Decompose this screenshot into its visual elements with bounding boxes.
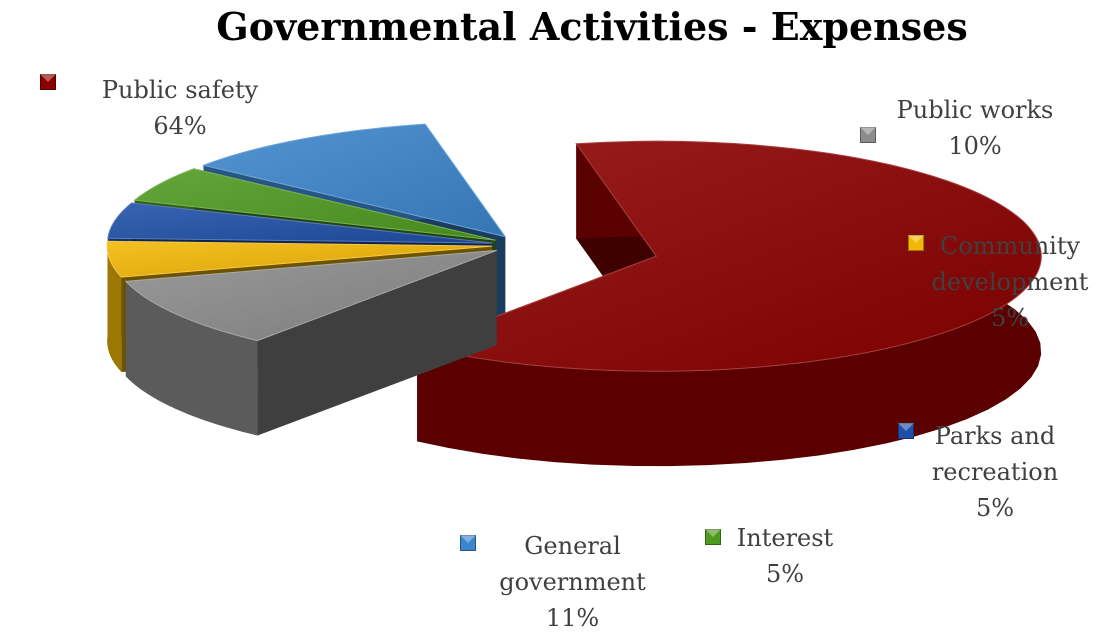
slice-name: Public works — [896, 96, 1054, 124]
legend-marker-public-safety — [40, 74, 56, 90]
chart-title: Governmental Activities - Expenses — [216, 4, 968, 49]
slice-percent: 5% — [765, 560, 805, 588]
slice-label-general-government: General government 11% — [485, 528, 660, 636]
legend-marker-parks-and-recreation — [898, 423, 914, 439]
slice-label-parks-and-recreation: Parks and recreation 5% — [920, 418, 1070, 526]
slice-side — [107, 241, 122, 373]
slice-label-interest: Interest 5% — [730, 520, 840, 592]
slice-name: Community development — [931, 232, 1089, 296]
slice-top — [415, 140, 1042, 372]
legend-marker-public-works — [860, 127, 876, 143]
slice-label-community-development: Community development 5% — [930, 228, 1090, 336]
slice-name: General government — [499, 532, 646, 596]
slice-percent: 5% — [975, 494, 1015, 522]
slice-top — [133, 168, 496, 241]
slice-name: Interest — [736, 524, 834, 552]
pie-slice-public-safety — [415, 140, 1042, 467]
slice-top — [124, 249, 497, 342]
slice-label-public-works: Public works 10% — [880, 92, 1070, 164]
slice-name: Parks and recreation — [931, 422, 1059, 486]
slice-percent: 10% — [948, 132, 1002, 160]
legend-marker-interest — [705, 529, 721, 545]
legend-marker-community-development — [908, 235, 924, 251]
slice-name: Public safety — [101, 76, 259, 104]
slice-side — [125, 281, 258, 436]
pie-slice-public-works — [124, 249, 497, 436]
slice-percent: 64% — [153, 112, 207, 140]
legend-marker-general-government — [460, 535, 476, 551]
slice-top — [201, 123, 507, 238]
slice-top — [106, 240, 493, 278]
slice-percent: 5% — [990, 304, 1030, 332]
slice-label-public-safety: Public safety 64% — [90, 72, 270, 144]
slice-percent: 11% — [545, 604, 600, 632]
slice-top — [107, 202, 493, 244]
